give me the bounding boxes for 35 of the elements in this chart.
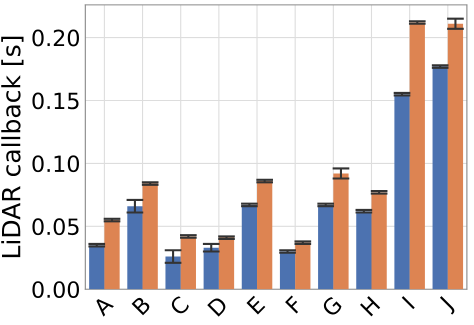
y-tick-label: 0.10 [32,155,79,172]
bar [410,22,425,290]
bar [372,192,387,290]
bar [204,248,219,290]
y-tick-label: 0.15 [32,92,79,110]
bar [89,245,104,290]
bar [394,94,410,290]
bar [104,220,120,290]
x-tick-label: C [168,295,190,316]
bar [333,173,349,290]
bar [242,204,258,290]
x-tick-label: G [320,296,343,318]
bar [218,238,234,290]
x-tick-label: B [132,296,152,316]
bar [280,252,296,290]
bar [142,184,158,290]
x-tick-label: E [246,296,266,314]
y-tick-label: 0.00 [32,281,79,298]
y-tick-label: 0.20 [32,30,79,46]
x-tick-label: J [438,296,456,315]
y-axis-title: LiDAR callback [s] [1,36,24,258]
bar [448,24,464,290]
x-tick-label: A [92,294,114,317]
y-tick-label: 0.05 [32,218,79,236]
bar [180,236,196,290]
bar [295,242,310,290]
x-tick-label: D [207,296,228,317]
bar [257,181,272,290]
bar [318,204,334,290]
bar [432,66,448,290]
x-tick-label: F [285,296,304,314]
bar [127,206,143,290]
bar [356,211,372,290]
x-tick-label: I [402,296,415,310]
x-tick-label: H [360,296,380,316]
